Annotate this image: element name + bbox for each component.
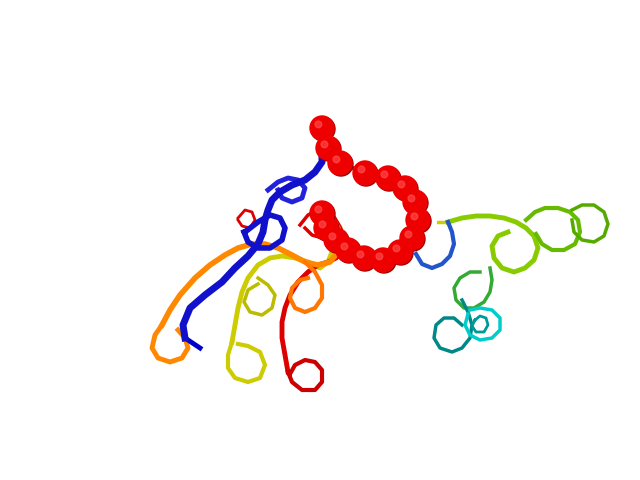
Circle shape xyxy=(389,241,413,265)
Circle shape xyxy=(316,136,340,160)
Circle shape xyxy=(376,253,383,260)
Circle shape xyxy=(315,217,339,241)
Circle shape xyxy=(408,195,415,202)
Circle shape xyxy=(311,202,335,226)
Circle shape xyxy=(352,246,376,270)
Circle shape xyxy=(394,177,418,201)
Circle shape xyxy=(376,166,400,190)
Circle shape xyxy=(317,137,341,161)
Circle shape xyxy=(358,166,365,173)
Circle shape xyxy=(371,248,395,272)
Circle shape xyxy=(328,151,352,175)
Circle shape xyxy=(319,221,326,228)
Circle shape xyxy=(324,228,348,252)
Circle shape xyxy=(321,141,328,148)
Circle shape xyxy=(406,208,430,232)
Circle shape xyxy=(400,226,424,250)
Circle shape xyxy=(310,201,334,225)
Circle shape xyxy=(411,213,418,220)
Circle shape xyxy=(314,216,338,240)
Circle shape xyxy=(325,229,349,253)
Circle shape xyxy=(401,227,425,251)
Circle shape xyxy=(403,190,427,214)
Circle shape xyxy=(407,209,431,233)
Circle shape xyxy=(311,117,335,141)
Circle shape xyxy=(393,245,400,252)
Circle shape xyxy=(333,156,340,163)
Circle shape xyxy=(329,233,336,240)
Circle shape xyxy=(354,162,378,186)
Circle shape xyxy=(372,249,396,273)
Circle shape xyxy=(404,191,428,215)
Circle shape xyxy=(315,121,322,128)
Circle shape xyxy=(341,243,348,250)
Circle shape xyxy=(388,240,412,264)
Circle shape xyxy=(353,247,377,271)
Circle shape xyxy=(398,181,404,188)
Circle shape xyxy=(377,167,401,191)
Circle shape xyxy=(357,251,364,258)
Circle shape xyxy=(381,171,388,178)
Circle shape xyxy=(353,161,377,185)
Circle shape xyxy=(329,152,353,176)
Circle shape xyxy=(310,116,334,140)
Circle shape xyxy=(405,231,412,238)
Circle shape xyxy=(337,239,361,263)
Circle shape xyxy=(315,206,322,213)
Circle shape xyxy=(336,238,360,262)
Circle shape xyxy=(393,176,417,200)
